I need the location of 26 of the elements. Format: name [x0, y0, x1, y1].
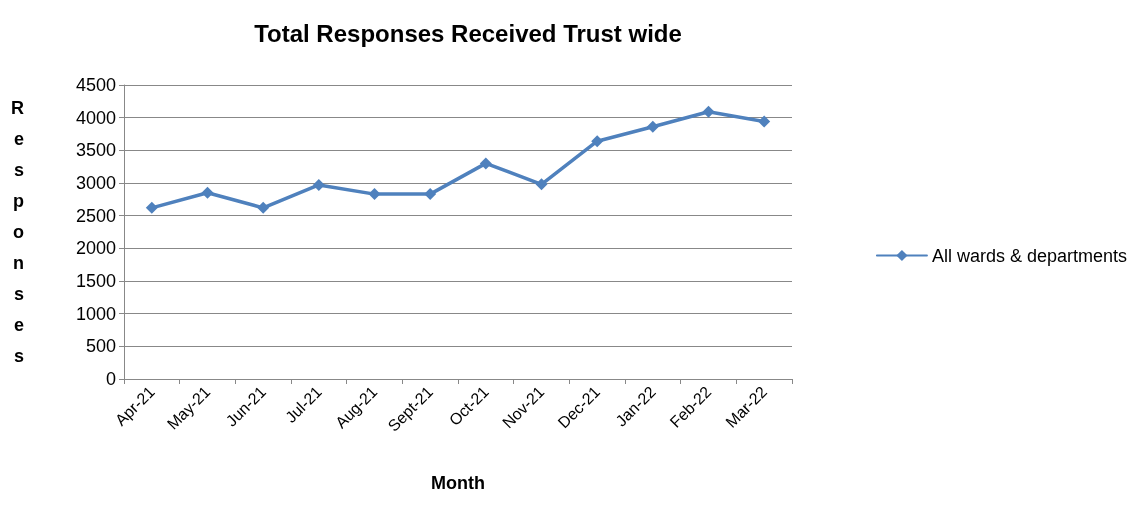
y-tick-label: 1500: [75, 271, 116, 291]
point: [535, 178, 548, 191]
chart-title: Total Responses Received Trust wide: [254, 19, 682, 47]
y-tick-label: 2500: [75, 205, 116, 226]
point: [257, 201, 270, 214]
point: [591, 135, 604, 148]
point: [479, 157, 492, 170]
y-tick-label: 4500: [75, 75, 116, 95]
text: Responses: [11, 98, 24, 366]
y-tick-label: 2000: [75, 238, 116, 259]
point: [424, 188, 437, 201]
y-tick-label: 500: [85, 336, 116, 357]
point: [646, 120, 659, 133]
y-tick-label: 4000: [75, 107, 116, 128]
legend-label: All wards & departments: [931, 245, 1128, 266]
point: [702, 105, 715, 118]
point: [201, 186, 214, 199]
y-tick-label: 3000: [75, 173, 116, 193]
y-tick-label: 1000: [75, 303, 116, 324]
x-axis-title: Month: [431, 473, 485, 493]
point: [368, 188, 381, 201]
y-tick-label: 0: [105, 369, 116, 389]
y-tick-label: 3500: [75, 140, 116, 161]
point: [312, 178, 325, 191]
point: [758, 115, 771, 128]
point: [145, 201, 158, 214]
